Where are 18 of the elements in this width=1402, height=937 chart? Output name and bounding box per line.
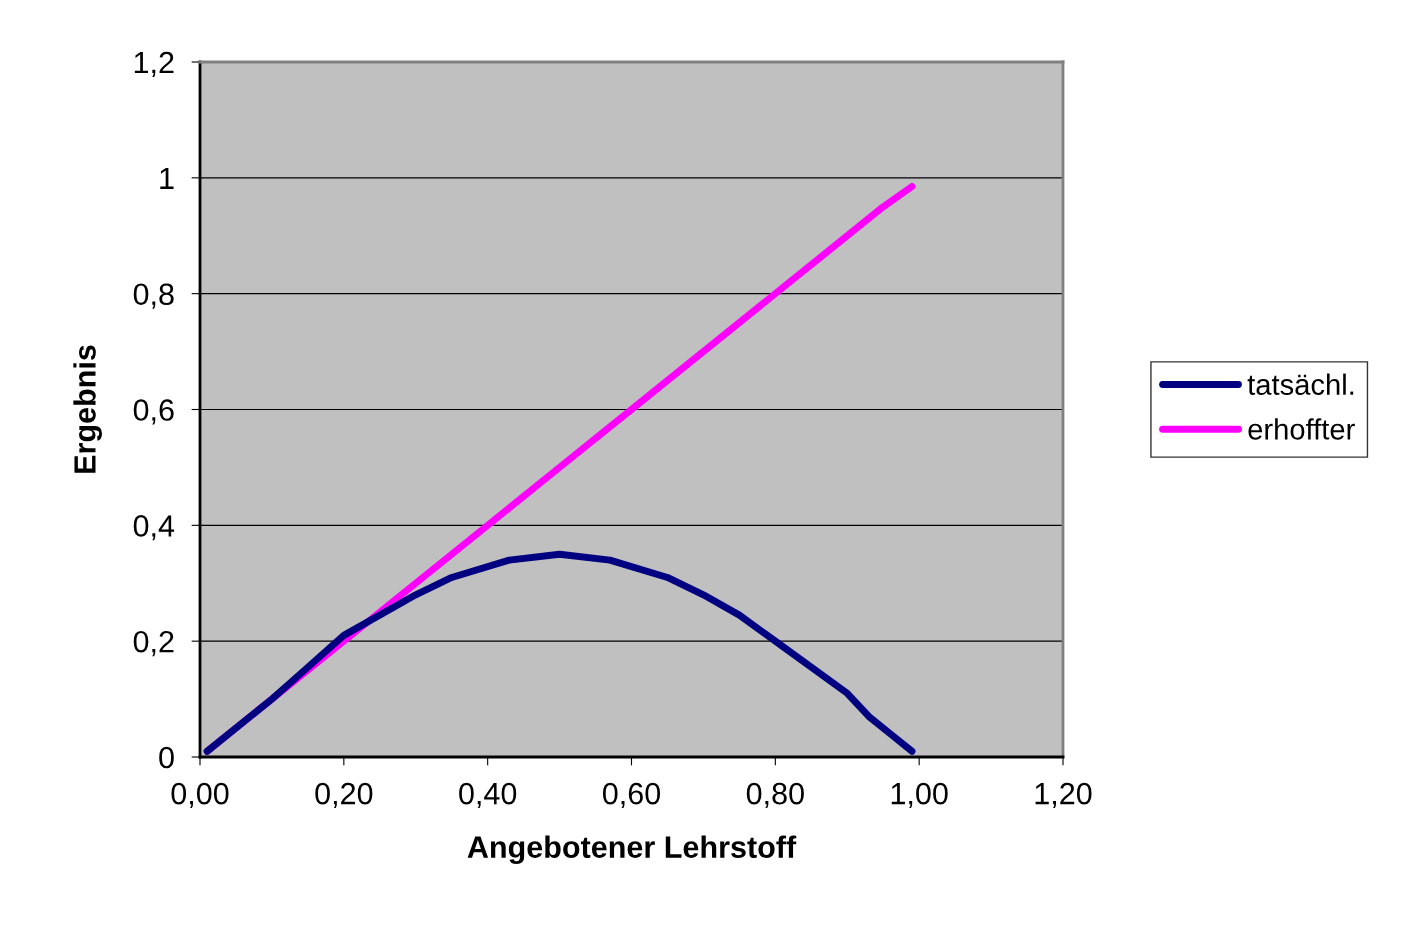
y-tick-label: 0,4 — [133, 515, 175, 541]
y-axis-title: Ergebnis — [73, 345, 102, 473]
x-tick-label: 1,00 — [891, 782, 948, 809]
x-tick-label: 0,40 — [459, 782, 517, 809]
legend-label: tatsächl. — [1247, 373, 1354, 395]
y-tick-label: 1,2 — [134, 51, 174, 77]
y-tick-label: 0,2 — [133, 630, 174, 657]
y-tick-label: 0,8 — [133, 283, 174, 309]
x-axis-title: Angebotener Lehrstoff — [467, 835, 797, 865]
y-tick-label: 1 — [160, 167, 174, 189]
x-tick-label: 0,80 — [746, 782, 804, 809]
x-tick-label: 0,20 — [315, 782, 373, 809]
x-tick-label: 0,60 — [602, 782, 661, 809]
x-tick-label: 1,20 — [1035, 782, 1092, 809]
legend-label: erhoffter — [1248, 418, 1355, 440]
y-tick-label: 0 — [159, 746, 174, 769]
x-tick-label: 0,00 — [171, 782, 229, 809]
y-tick-label: 0,6 — [133, 399, 174, 425]
